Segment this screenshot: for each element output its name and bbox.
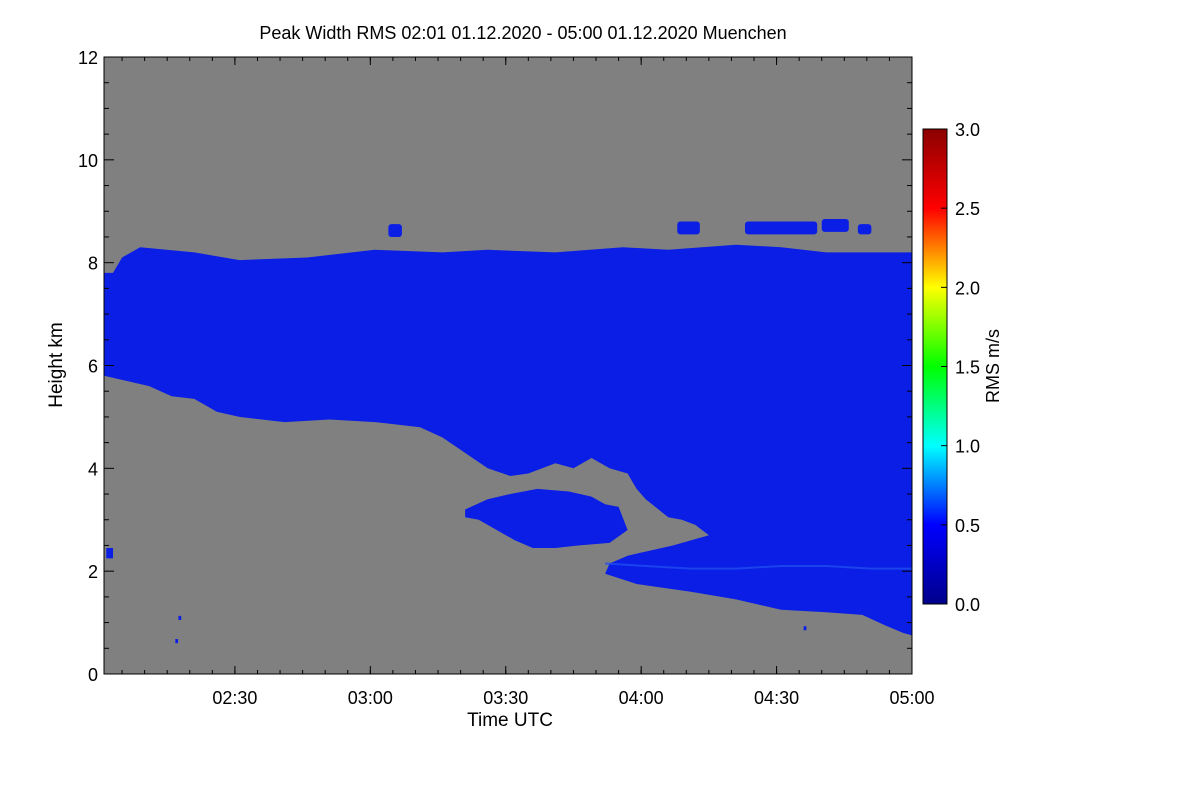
y-tick-label: 0 xyxy=(88,665,98,685)
echo-spots xyxy=(106,548,807,644)
x-axis-ticks: 02:30 03:00 03:30 04:00 04:30 05:00 xyxy=(121,57,935,708)
y-tick-label: 12 xyxy=(78,48,98,68)
colorbar-tick-label: 0.5 xyxy=(955,516,980,536)
x-tick-label: 03:30 xyxy=(483,688,528,708)
x-tick-label: 04:30 xyxy=(754,688,799,708)
echo-spot-3 xyxy=(803,626,807,631)
cloud-top-patch-4 xyxy=(857,224,872,235)
x-tick-label: 04:00 xyxy=(619,688,664,708)
y-axis-label: Height km xyxy=(46,322,67,408)
x-tick-label: 05:00 xyxy=(889,688,934,708)
echo-lower-layer-boundary xyxy=(605,562,912,570)
radar-echo-area xyxy=(104,218,912,644)
colorbar-tick-label: 2.5 xyxy=(955,199,980,219)
cloud-top-patch-1 xyxy=(677,221,700,235)
cloud-top-patch-3 xyxy=(821,218,849,232)
y-axis-ticks: 0 2 4 6 8 10 12 xyxy=(78,48,912,685)
cloud-top-patches xyxy=(388,218,872,237)
x-tick-label: 03:00 xyxy=(348,688,393,708)
y-tick-label: 8 xyxy=(88,254,98,274)
cloud-top-patch-2 xyxy=(744,221,818,235)
chart-title: Peak Width RMS 02:01 01.12.2020 - 05:00 … xyxy=(259,23,786,43)
x-tick-label: 02:30 xyxy=(212,688,257,708)
echo-spot-1 xyxy=(178,615,182,621)
colorbar: 0.0 0.5 1.0 1.5 2.0 2.5 3.0 RMS m/s xyxy=(922,120,1003,615)
y-tick-label: 6 xyxy=(88,357,98,377)
echo-main-layer xyxy=(104,244,912,636)
echo-spot-2 xyxy=(175,639,179,644)
echo-spot-0 xyxy=(106,548,114,559)
y-tick-label: 10 xyxy=(78,151,98,171)
colorbar-tick-label: 0.0 xyxy=(955,595,980,615)
y-tick-label: 2 xyxy=(88,562,98,582)
colorbar-ticks: 0.0 0.5 1.0 1.5 2.0 2.5 3.0 xyxy=(941,120,980,615)
echo-lower-branch xyxy=(465,488,628,548)
colorbar-tick-label: 1.5 xyxy=(955,358,980,378)
colorbar-tick-label: 2.0 xyxy=(955,278,980,298)
y-tick-label: 4 xyxy=(88,459,98,479)
colorbar-label: RMS m/s xyxy=(983,329,1003,403)
cloud-top-patch-0 xyxy=(388,224,402,237)
colorbar-tick-label: 1.0 xyxy=(955,437,980,457)
colorbar-tick-label: 3.0 xyxy=(955,120,980,140)
x-axis-label: Time UTC xyxy=(467,710,553,731)
